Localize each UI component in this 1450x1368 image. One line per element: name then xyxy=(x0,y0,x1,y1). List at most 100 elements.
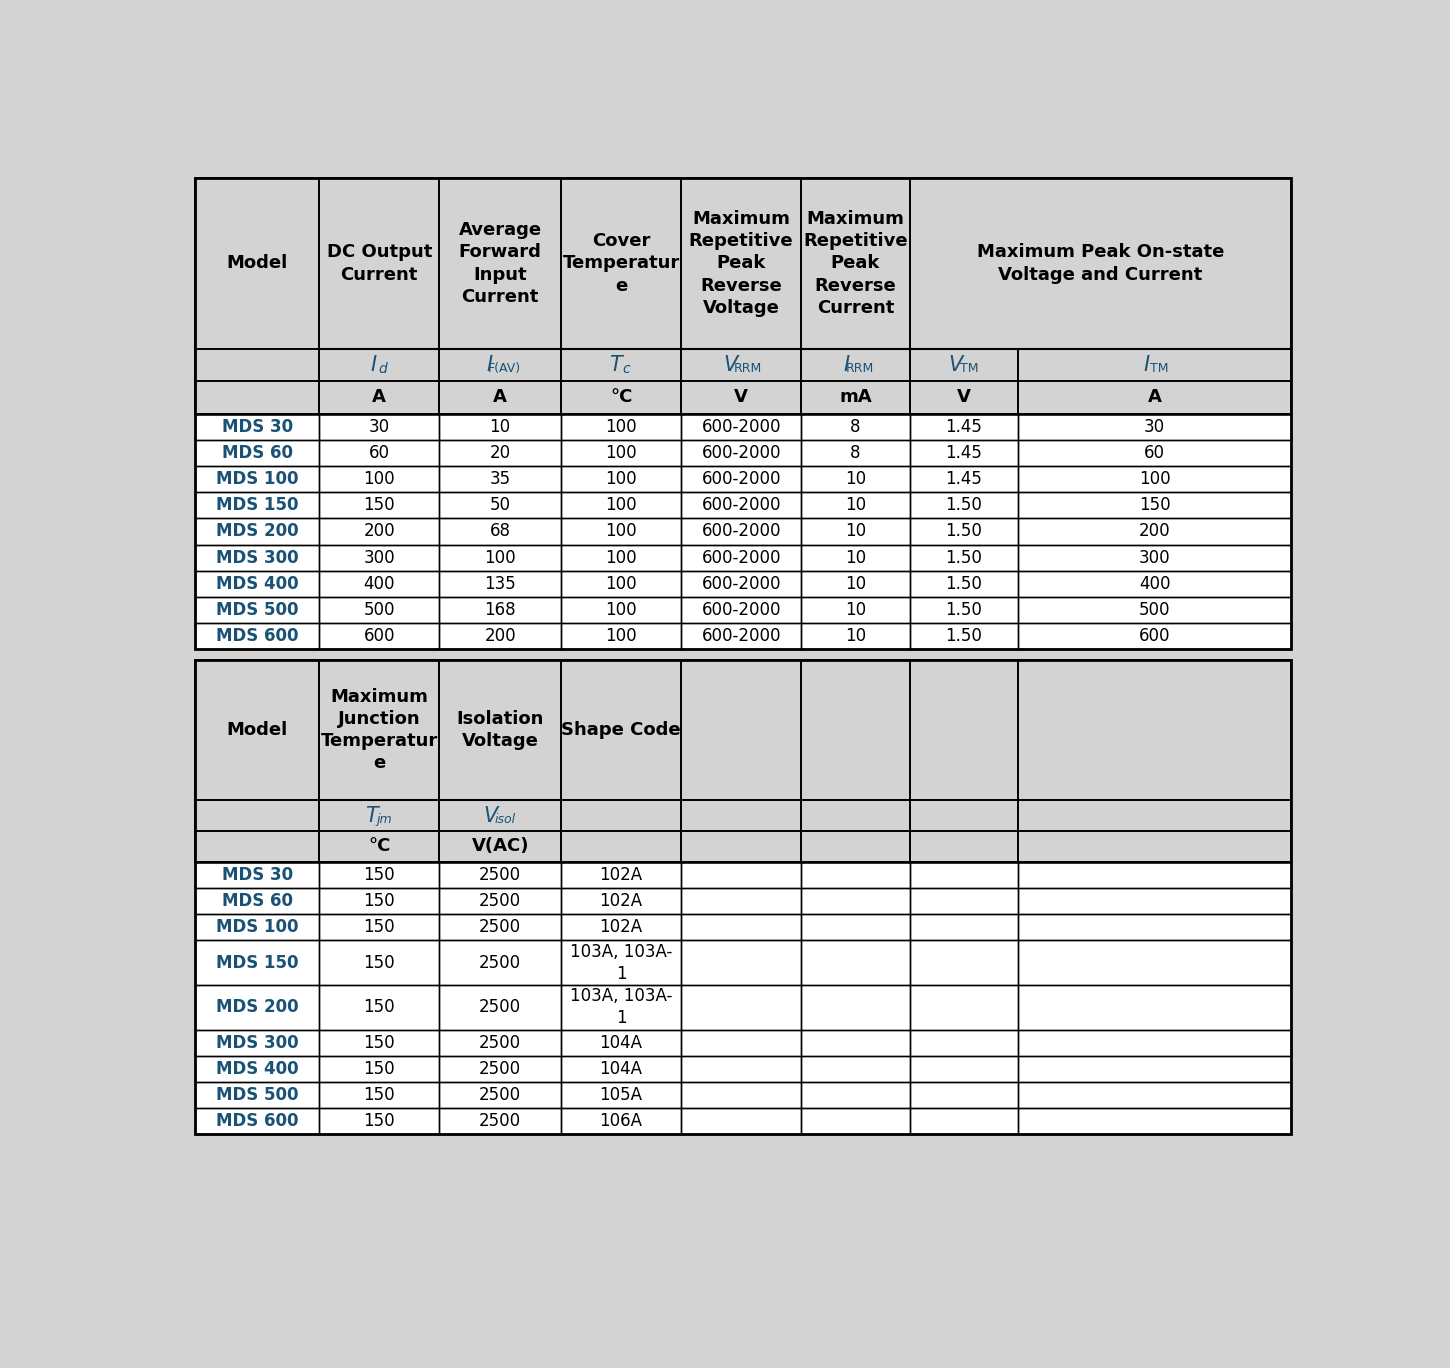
Bar xyxy=(319,440,439,466)
Bar xyxy=(561,1082,681,1108)
Text: 100: 100 xyxy=(605,601,637,618)
Bar xyxy=(802,830,909,862)
Text: 2500: 2500 xyxy=(478,866,521,884)
Bar xyxy=(909,466,1018,492)
Bar xyxy=(319,888,439,914)
Bar xyxy=(682,888,802,914)
Text: 2500: 2500 xyxy=(478,1086,521,1104)
Text: Maximum
Repetitive
Peak
Reverse
Current: Maximum Repetitive Peak Reverse Current xyxy=(803,211,908,317)
Text: 10: 10 xyxy=(845,575,866,592)
Bar xyxy=(196,1030,319,1056)
Text: 600: 600 xyxy=(364,627,394,646)
Text: Shape Code: Shape Code xyxy=(561,721,681,739)
Bar xyxy=(682,1108,802,1134)
Bar xyxy=(319,1108,439,1134)
Bar xyxy=(909,888,1018,914)
Bar xyxy=(439,622,561,650)
Bar xyxy=(682,518,802,544)
Bar xyxy=(682,596,802,622)
Bar xyxy=(561,914,681,940)
Text: 10: 10 xyxy=(845,523,866,540)
Bar xyxy=(439,413,561,440)
Text: 1.45: 1.45 xyxy=(945,417,983,436)
Bar xyxy=(1018,888,1290,914)
Bar xyxy=(802,382,909,413)
Text: 10: 10 xyxy=(845,549,866,566)
Bar xyxy=(909,1030,1018,1056)
Bar xyxy=(682,492,802,518)
Text: Cover
Temperatur
e: Cover Temperatur e xyxy=(563,233,680,294)
Bar xyxy=(909,800,1018,830)
Text: 102A: 102A xyxy=(599,892,642,910)
Bar xyxy=(319,622,439,650)
Bar xyxy=(561,570,681,596)
Bar xyxy=(439,544,561,570)
Bar xyxy=(319,830,439,862)
Bar xyxy=(439,518,561,544)
Bar xyxy=(196,492,319,518)
Bar xyxy=(319,492,439,518)
Bar xyxy=(802,382,909,413)
Bar xyxy=(439,1056,561,1082)
Bar xyxy=(909,596,1018,622)
Bar xyxy=(439,985,561,1030)
Text: I: I xyxy=(486,356,493,375)
Bar xyxy=(802,1056,909,1082)
Bar xyxy=(1018,492,1290,518)
Text: V(AC): V(AC) xyxy=(471,837,529,855)
Bar xyxy=(196,659,1290,1134)
Bar xyxy=(909,1108,1018,1134)
Text: 1.50: 1.50 xyxy=(945,549,983,566)
Bar xyxy=(1018,940,1290,985)
Text: 1.45: 1.45 xyxy=(945,471,983,488)
Bar xyxy=(802,178,909,349)
Bar xyxy=(561,888,681,914)
Text: 100: 100 xyxy=(605,443,637,462)
Bar xyxy=(319,492,439,518)
Bar xyxy=(196,659,319,800)
Text: 150: 150 xyxy=(364,892,394,910)
Bar xyxy=(682,914,802,940)
Bar xyxy=(319,914,439,940)
Bar xyxy=(802,800,909,830)
Bar xyxy=(682,1108,802,1134)
Bar xyxy=(561,544,681,570)
Text: 10: 10 xyxy=(845,601,866,618)
Bar xyxy=(196,862,319,888)
Text: 600-2000: 600-2000 xyxy=(702,471,782,488)
Bar xyxy=(802,659,909,800)
Bar xyxy=(1018,518,1290,544)
Bar xyxy=(439,1030,561,1056)
Bar xyxy=(909,1056,1018,1082)
Text: MDS 30: MDS 30 xyxy=(222,417,293,436)
Bar xyxy=(439,914,561,940)
Bar xyxy=(682,862,802,888)
Bar xyxy=(439,518,561,544)
Text: 1.50: 1.50 xyxy=(945,601,983,618)
Text: 2500: 2500 xyxy=(478,999,521,1016)
Bar xyxy=(909,830,1018,862)
Text: MDS 400: MDS 400 xyxy=(216,1060,299,1078)
Bar xyxy=(802,1082,909,1108)
Bar xyxy=(1018,570,1290,596)
Bar xyxy=(1018,862,1290,888)
Text: 60: 60 xyxy=(1144,443,1166,462)
Bar xyxy=(196,349,319,382)
Bar xyxy=(802,1082,909,1108)
Bar xyxy=(196,622,319,650)
Text: TM: TM xyxy=(1150,363,1169,375)
Bar xyxy=(439,413,561,440)
Bar xyxy=(319,382,439,413)
Bar xyxy=(802,862,909,888)
Text: 100: 100 xyxy=(605,523,637,540)
Bar xyxy=(682,1082,802,1108)
Text: 30: 30 xyxy=(368,417,390,436)
Bar xyxy=(802,518,909,544)
Bar xyxy=(682,518,802,544)
Bar xyxy=(909,178,1290,349)
Text: A: A xyxy=(373,389,386,406)
Bar xyxy=(802,800,909,830)
Bar xyxy=(196,596,319,622)
Bar xyxy=(439,596,561,622)
Text: 168: 168 xyxy=(484,601,516,618)
